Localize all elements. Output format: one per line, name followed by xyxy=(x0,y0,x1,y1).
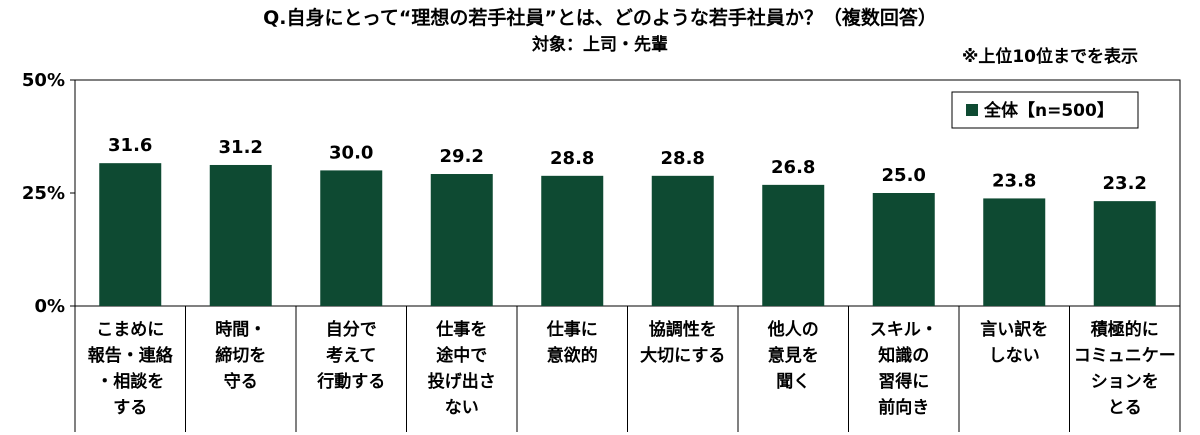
category-label: 言い訳をしない xyxy=(980,319,1048,366)
bar-value-label: 23.8 xyxy=(992,170,1036,191)
category-label: スキル・知識の習得に前向き xyxy=(870,320,938,418)
y-tick-label: 50% xyxy=(22,70,65,91)
category-label: 時間・締切を守る xyxy=(215,319,266,392)
value-labels: 31.6 31.2 30.0 29.2 28.8 28.8 26.8 25.0 23.8 23.2 xyxy=(108,135,1147,194)
bar-value-label: 28.8 xyxy=(661,148,705,169)
bars xyxy=(99,163,1156,306)
category-label: 自分で考えて行動する xyxy=(316,319,385,392)
category-label: 協調性を大切にする xyxy=(640,319,725,366)
bar-value-label: 30.0 xyxy=(329,142,373,163)
bar-value-label: 31.6 xyxy=(108,135,152,156)
bar-value-label: 26.8 xyxy=(771,157,815,178)
legend: 全体【n=500】 xyxy=(951,91,1139,129)
category-label: 仕事を途中で投げ出さない xyxy=(428,319,496,418)
bar xyxy=(541,175,604,306)
bar xyxy=(99,163,162,306)
category-label: 積極的にコミュニケーションをとる xyxy=(1074,319,1176,418)
legend-swatch xyxy=(966,104,978,116)
bar xyxy=(209,164,272,306)
top-ten-note: ※上位10位までを表示 xyxy=(961,47,1138,67)
legend-label: 全体【n=500】 xyxy=(983,100,1114,121)
category-label: こまめに報告・連絡・相談をする xyxy=(88,320,174,418)
y-tick-label: 0% xyxy=(34,296,65,317)
bar xyxy=(651,175,714,306)
bar xyxy=(430,174,493,306)
category-label: 仕事に意欲的 xyxy=(546,319,598,366)
chart-title: Q.自身にとって“理想の若手社員”とは、どのような若手社員か？（複数回答） xyxy=(263,7,937,29)
bar-value-label: 31.2 xyxy=(219,137,263,158)
bar-value-label: 25.0 xyxy=(882,165,926,186)
legend-box xyxy=(951,91,1139,129)
bar xyxy=(762,184,825,306)
y-tick-label: 25% xyxy=(22,183,65,204)
chart-subtitle: 対象：上司・先輩 xyxy=(532,35,668,55)
bar xyxy=(1093,201,1156,306)
bar xyxy=(320,170,383,306)
bar-value-label: 23.2 xyxy=(1103,173,1147,194)
y-axis-ticks: 0% 25% 50% xyxy=(22,70,75,317)
bar xyxy=(872,193,935,306)
bar xyxy=(983,198,1046,306)
bar-value-label: 28.8 xyxy=(550,148,594,169)
bar-value-label: 29.2 xyxy=(440,146,484,167)
category-label: 他人の意見を聞く xyxy=(767,319,819,392)
category-labels: こまめに報告・連絡・相談をする時間・締切を守る自分で考えて行動する仕事を途中で投… xyxy=(88,319,1176,418)
